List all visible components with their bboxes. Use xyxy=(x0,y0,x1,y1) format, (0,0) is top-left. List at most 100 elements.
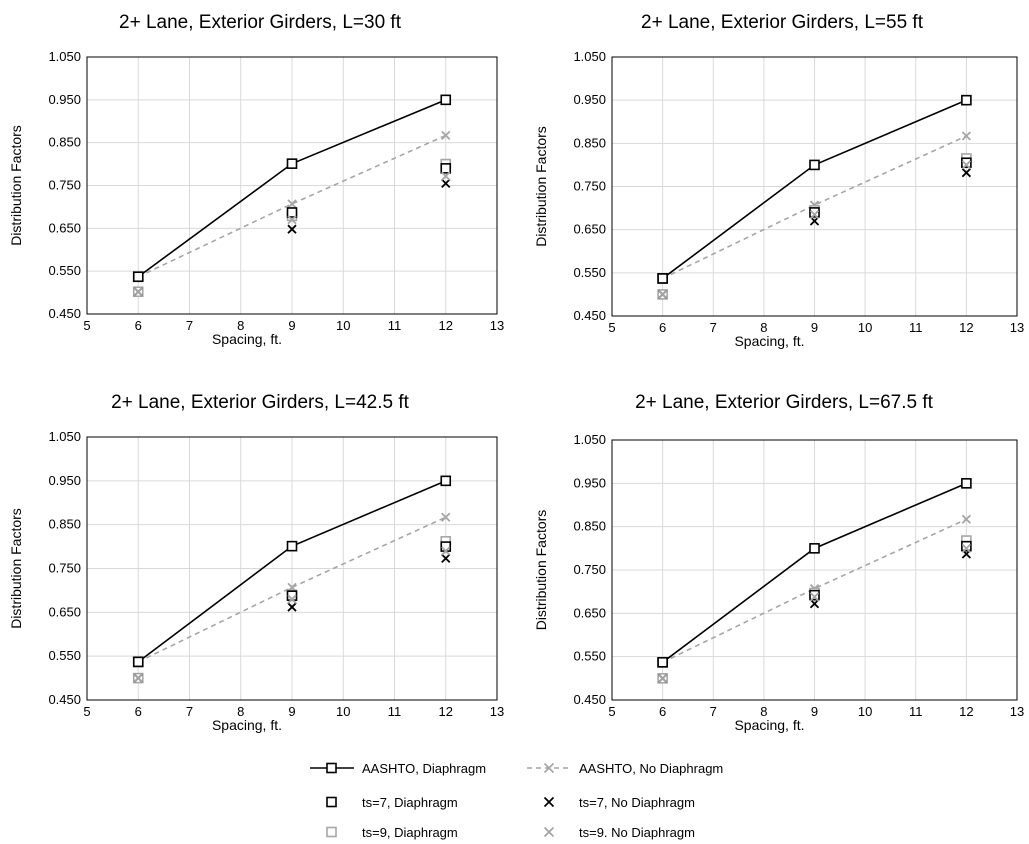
x-tick-label: 5 xyxy=(608,704,615,719)
x-tick-label: 9 xyxy=(288,704,295,719)
chart-title: 2+ Lane, Exterior Girders, L=42.5 ft xyxy=(111,392,410,413)
point-ts7-no-diaphragm xyxy=(441,178,451,188)
x-tick-label: 8 xyxy=(237,318,244,333)
point-aashto-diaphragm xyxy=(286,158,298,169)
y-tick-label: 0.450 xyxy=(48,692,81,707)
legend-label: AASHTO, No Diaphragm xyxy=(579,760,724,776)
point-ts7-diaphragm xyxy=(132,656,144,668)
x-tick-label: 7 xyxy=(710,320,717,335)
point-ts7-no-diaphragm xyxy=(961,168,972,178)
legend-marker-dashed-x-icon xyxy=(527,762,571,774)
point-ts7-diaphragm xyxy=(132,271,144,283)
y-tick-label: 0.850 xyxy=(573,519,606,534)
y-tick-label: 0.550 xyxy=(48,648,81,663)
y-tick-label: 0.950 xyxy=(48,92,81,107)
chart-title: 2+ Lane, Exterior Girders, L=67.5 ft xyxy=(635,392,934,413)
point-ts9-no-diaphragm xyxy=(287,594,297,604)
plot-frame xyxy=(86,436,498,701)
y-tick-label: 0.750 xyxy=(573,179,606,194)
x-tick-label: 11 xyxy=(388,318,402,333)
y-tick-label: 0.950 xyxy=(573,475,606,490)
point-ts9-no-diaphragm xyxy=(133,287,143,297)
y-tick-label: 0.750 xyxy=(48,561,81,576)
y-tick-label: 0.550 xyxy=(573,265,606,280)
legend-marker-line-square-icon xyxy=(310,762,354,774)
x-tick-label: 10 xyxy=(858,320,872,335)
x-tick-label: 11 xyxy=(388,704,402,719)
point-ts9-no-diaphragm xyxy=(809,209,820,220)
point-ts7-no-diaphragm xyxy=(287,602,297,612)
point-ts7-diaphragm xyxy=(440,163,452,174)
point-aashto-no-diaphragm xyxy=(441,130,451,141)
x-tick-label: 12 xyxy=(439,704,453,719)
x-tick-label: 13 xyxy=(490,704,504,719)
point-aashto-diaphragm xyxy=(286,540,298,552)
x-tick-label: 13 xyxy=(1010,704,1024,719)
x-tick-label: 7 xyxy=(710,704,717,719)
point-ts7-diaphragm xyxy=(657,656,668,668)
y-tick-label: 0.850 xyxy=(48,517,81,532)
series-line-aashto-no-diaphragm xyxy=(662,518,967,664)
x-tick-label: 7 xyxy=(186,318,193,333)
y-tick-label: 0.450 xyxy=(48,306,81,321)
y-tick-label: 0.550 xyxy=(48,263,81,278)
legend-marker-gray-x-icon xyxy=(543,826,555,838)
series-line-aashto-no-diaphragm xyxy=(137,516,447,663)
y-tick-label: 1.050 xyxy=(573,432,606,447)
point-ts7-no-diaphragm xyxy=(441,553,451,564)
legend-item-aashto-diaphragm: AASHTO, Diaphragm xyxy=(308,758,486,778)
x-tick-label: 7 xyxy=(186,704,193,719)
y-tick-label: 1.050 xyxy=(573,49,606,64)
legend-label: ts=9. No Diaphragm xyxy=(579,824,695,840)
x-tick-label: 13 xyxy=(1010,320,1024,335)
point-ts9-no-diaphragm xyxy=(441,546,451,556)
x-tick-label: 6 xyxy=(135,318,142,333)
x-tick-label: 9 xyxy=(811,320,818,335)
point-ts9-no-diaphragm xyxy=(133,673,143,683)
point-ts7-diaphragm xyxy=(809,207,820,218)
x-tick-label: 13 xyxy=(490,318,504,333)
x-tick-label: 6 xyxy=(659,704,666,719)
x-tick-label: 8 xyxy=(760,320,767,335)
y-tick-label: 0.950 xyxy=(48,473,81,488)
x-tick-label: 6 xyxy=(659,320,666,335)
chart-panel: 2+ Lane, Exterior Girders, L=42.5 ft 5 6 7 8… xyxy=(8,392,504,733)
y-tick-label: 0.750 xyxy=(573,562,606,577)
x-tick-label: 8 xyxy=(760,704,767,719)
point-aashto-no-diaphragm xyxy=(961,131,972,141)
y-tick-label: 0.650 xyxy=(573,222,606,237)
legend-marker-square-icon xyxy=(326,796,337,808)
point-aashto-diaphragm xyxy=(440,475,452,487)
x-tick-label: 10 xyxy=(336,318,350,333)
x-tick-label: 11 xyxy=(909,704,923,719)
y-tick-label: 0.950 xyxy=(573,92,606,107)
point-aashto-diaphragm xyxy=(809,543,820,554)
y-tick-label: 1.050 xyxy=(48,429,81,444)
point-ts9-no-diaphragm xyxy=(287,215,297,225)
point-ts7-diaphragm xyxy=(657,273,668,284)
legend-label: ts=7, Diaphragm xyxy=(362,794,458,810)
x-tick-label: 11 xyxy=(909,320,923,335)
point-aashto-diaphragm xyxy=(961,478,972,489)
y-axis-label: Distribution Factors xyxy=(8,508,24,629)
legend-item-aashto-no-diaphragm: AASHTO, No Diaphragm xyxy=(525,758,723,778)
legend-item-ts7-diaphragm: ts=7, Diaphragm xyxy=(308,792,458,812)
x-tick-label: 12 xyxy=(439,318,453,333)
point-aashto-diaphragm xyxy=(961,94,972,106)
legend-item-ts7-no-diaphragm: ts=7, No Diaphragm xyxy=(525,792,695,812)
point-aashto-diaphragm xyxy=(809,159,820,171)
y-tick-label: 0.650 xyxy=(573,605,606,620)
x-tick-label: 12 xyxy=(959,704,973,719)
point-aashto-no-diaphragm xyxy=(441,512,451,522)
x-tick-label: 8 xyxy=(237,704,244,719)
point-aashto-diaphragm xyxy=(440,94,452,106)
x-axis-label: Spacing, ft. xyxy=(734,333,804,349)
x-tick-label: 9 xyxy=(811,704,818,719)
y-tick-label: 0.450 xyxy=(573,692,606,707)
y-tick-label: 0.750 xyxy=(48,178,81,193)
y-tick-label: 0.650 xyxy=(48,220,81,235)
point-ts9-no-diaphragm xyxy=(809,592,820,602)
point-ts7-diaphragm xyxy=(961,540,972,552)
series-line-aashto-no-diaphragm xyxy=(662,135,967,280)
